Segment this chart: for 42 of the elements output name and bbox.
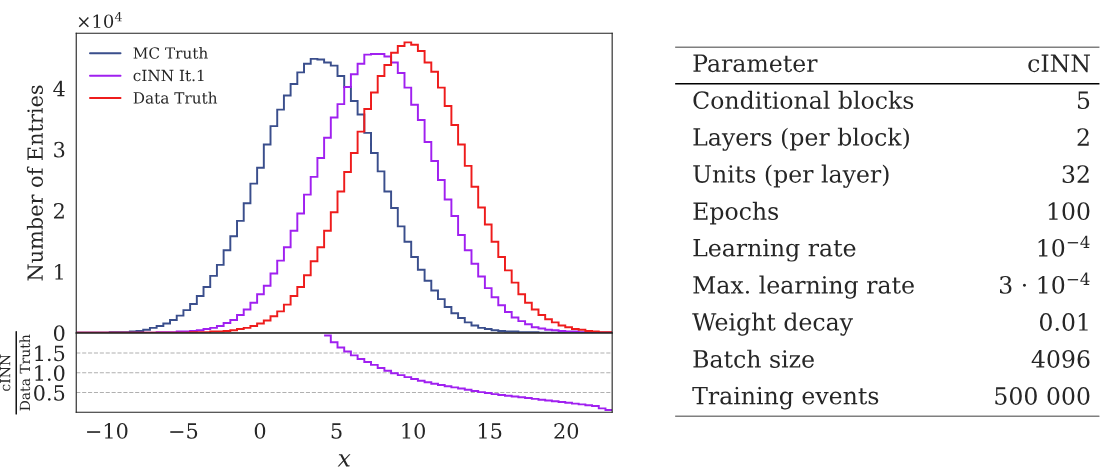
category-label: Epochs: [693, 201, 779, 225]
text: 3 · 10$^{−4}$: [1000, 272, 1090, 294]
category-label: Batch size: [693, 349, 814, 368]
category-label: Learning rate: [693, 238, 856, 262]
text: 2: [1077, 128, 1089, 146]
x-tick-label: −10: [87, 423, 128, 439]
legend-label: cINN It.1: [133, 69, 204, 82]
category-label: Parameter: [693, 54, 818, 73]
y-tick-label: 1.5: [35, 345, 65, 362]
y-tick-label: 4: [53, 80, 65, 97]
text: 0.01: [1039, 313, 1088, 331]
category-label: Layers (per block): [693, 127, 909, 151]
y-tick-label: 1.0: [35, 365, 65, 381]
category-label: Max. learning rate: [693, 275, 914, 299]
x-tick-label: 15: [478, 423, 502, 439]
category-label: Training events: [692, 386, 879, 410]
y-tick-label: 0: [53, 325, 65, 341]
legend-label: Data Truth: [133, 91, 218, 104]
text: cINN: [1028, 54, 1090, 73]
category-label: Conditional blocks: [693, 90, 914, 110]
category-label: Units (per layer): [693, 164, 889, 188]
y-axis-title: cINN Data Truth: [0, 334, 31, 411]
x-tick-label: 20: [554, 423, 579, 439]
category-label: Weight decay: [692, 312, 853, 336]
y-tick-label: 0.5: [34, 384, 65, 401]
y-tick-label: 3: [54, 141, 65, 158]
text: ×10$^{4}$: [78, 11, 122, 29]
x-tick-label: 10: [402, 423, 425, 439]
y-axis-title: Number of Entries: [26, 85, 43, 281]
legend-label: MC Truth: [133, 46, 208, 59]
x-tick-label: −5: [170, 423, 198, 439]
x-tick-label: 0: [254, 423, 266, 439]
y-tick-label: 1: [55, 264, 63, 280]
text: 4096: [1031, 350, 1090, 368]
text: 5: [1077, 91, 1090, 110]
text: 100: [1048, 202, 1090, 221]
y-tick-label: 2: [53, 202, 64, 219]
x-tick-label: 5: [331, 423, 342, 439]
text: 32: [1062, 165, 1089, 184]
x-axis-title: x: [337, 454, 351, 467]
text: 500 000: [995, 387, 1090, 405]
text: 10$^{−4}$: [1038, 235, 1090, 257]
